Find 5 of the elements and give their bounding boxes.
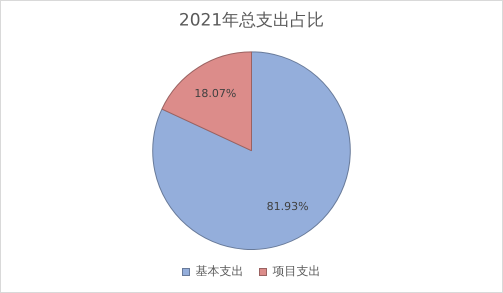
legend-label: 项目支出 [272,264,320,278]
legend-label: 基本支出 [196,264,244,278]
data-label: 81.93% [266,200,309,214]
data-label: 18.07% [194,86,236,100]
chart-title: 2021年总支出占比 [178,10,324,31]
